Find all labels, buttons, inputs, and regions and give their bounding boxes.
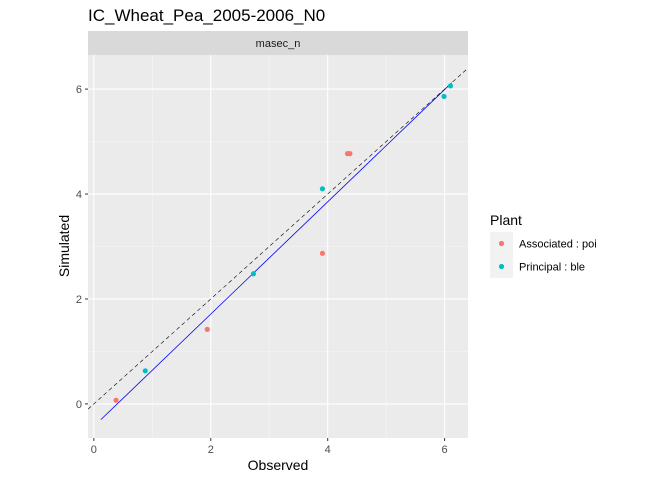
data-point-series-2 <box>250 271 257 277</box>
data-point-series-1 <box>204 326 210 332</box>
identity-line <box>88 67 468 410</box>
tick-labels: 0 2 4 6 0 2 4 6 <box>76 84 448 456</box>
legend-items: Associated : poi Principal : ble <box>490 232 597 278</box>
data-point-series-2 <box>441 93 447 100</box>
x-tick-label: 2 <box>208 444 214 456</box>
x-tick-label: 4 <box>325 444 331 456</box>
y-tick-label: 6 <box>76 84 82 96</box>
legend: Plant Associated : poi Principal : ble <box>490 212 597 278</box>
x-axis-title: Observed <box>248 457 309 473</box>
legend-title: Plant <box>490 212 522 228</box>
reference-lines <box>88 67 468 420</box>
y-axis-title: Simulated <box>56 215 72 277</box>
grid-minor <box>88 55 468 438</box>
facet-strip <box>88 31 468 55</box>
x-tick-label: 0 <box>91 444 97 456</box>
data-point-series-2 <box>319 186 326 192</box>
data-point-series-2 <box>447 83 454 89</box>
chart-title: IC_Wheat_Pea_2005-2006_N0 <box>88 6 325 25</box>
legend-key-2 <box>498 263 505 270</box>
data-points <box>113 83 454 403</box>
facet-label: masec_n <box>256 38 301 50</box>
y-tick-label: 2 <box>76 294 82 306</box>
axis-ticks <box>85 88 446 441</box>
x-tick-label: 6 <box>442 444 448 456</box>
data-point-series-2 <box>142 368 148 374</box>
legend-key-1 <box>498 240 505 247</box>
y-tick-label: 4 <box>76 189 82 201</box>
grid-major <box>88 55 468 438</box>
legend-label-1: Associated : poi <box>519 239 597 251</box>
data-point-series-1 <box>113 397 119 403</box>
fit-line <box>100 82 452 420</box>
y-tick-label: 0 <box>76 399 82 411</box>
data-point-series-1 <box>319 250 326 256</box>
data-point-series-1 <box>347 151 353 157</box>
legend-label-2: Principal : ble <box>519 262 585 274</box>
